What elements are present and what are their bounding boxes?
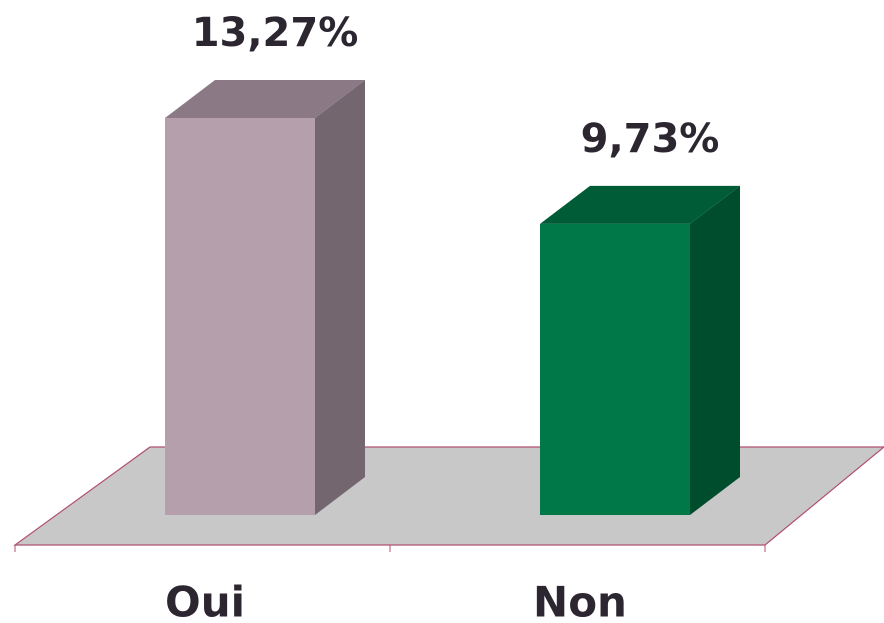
bar-side — [690, 185, 740, 515]
floor — [13, 446, 884, 546]
bar — [540, 223, 690, 515]
value-label: 9,73% — [581, 116, 720, 162]
bar-top — [165, 80, 365, 118]
bar — [165, 118, 315, 515]
bar-top — [540, 185, 740, 224]
category-label: Non — [533, 578, 627, 623]
category-label: Oui — [165, 578, 245, 623]
bar-side — [315, 80, 365, 515]
value-label: 13,27% — [192, 10, 359, 56]
